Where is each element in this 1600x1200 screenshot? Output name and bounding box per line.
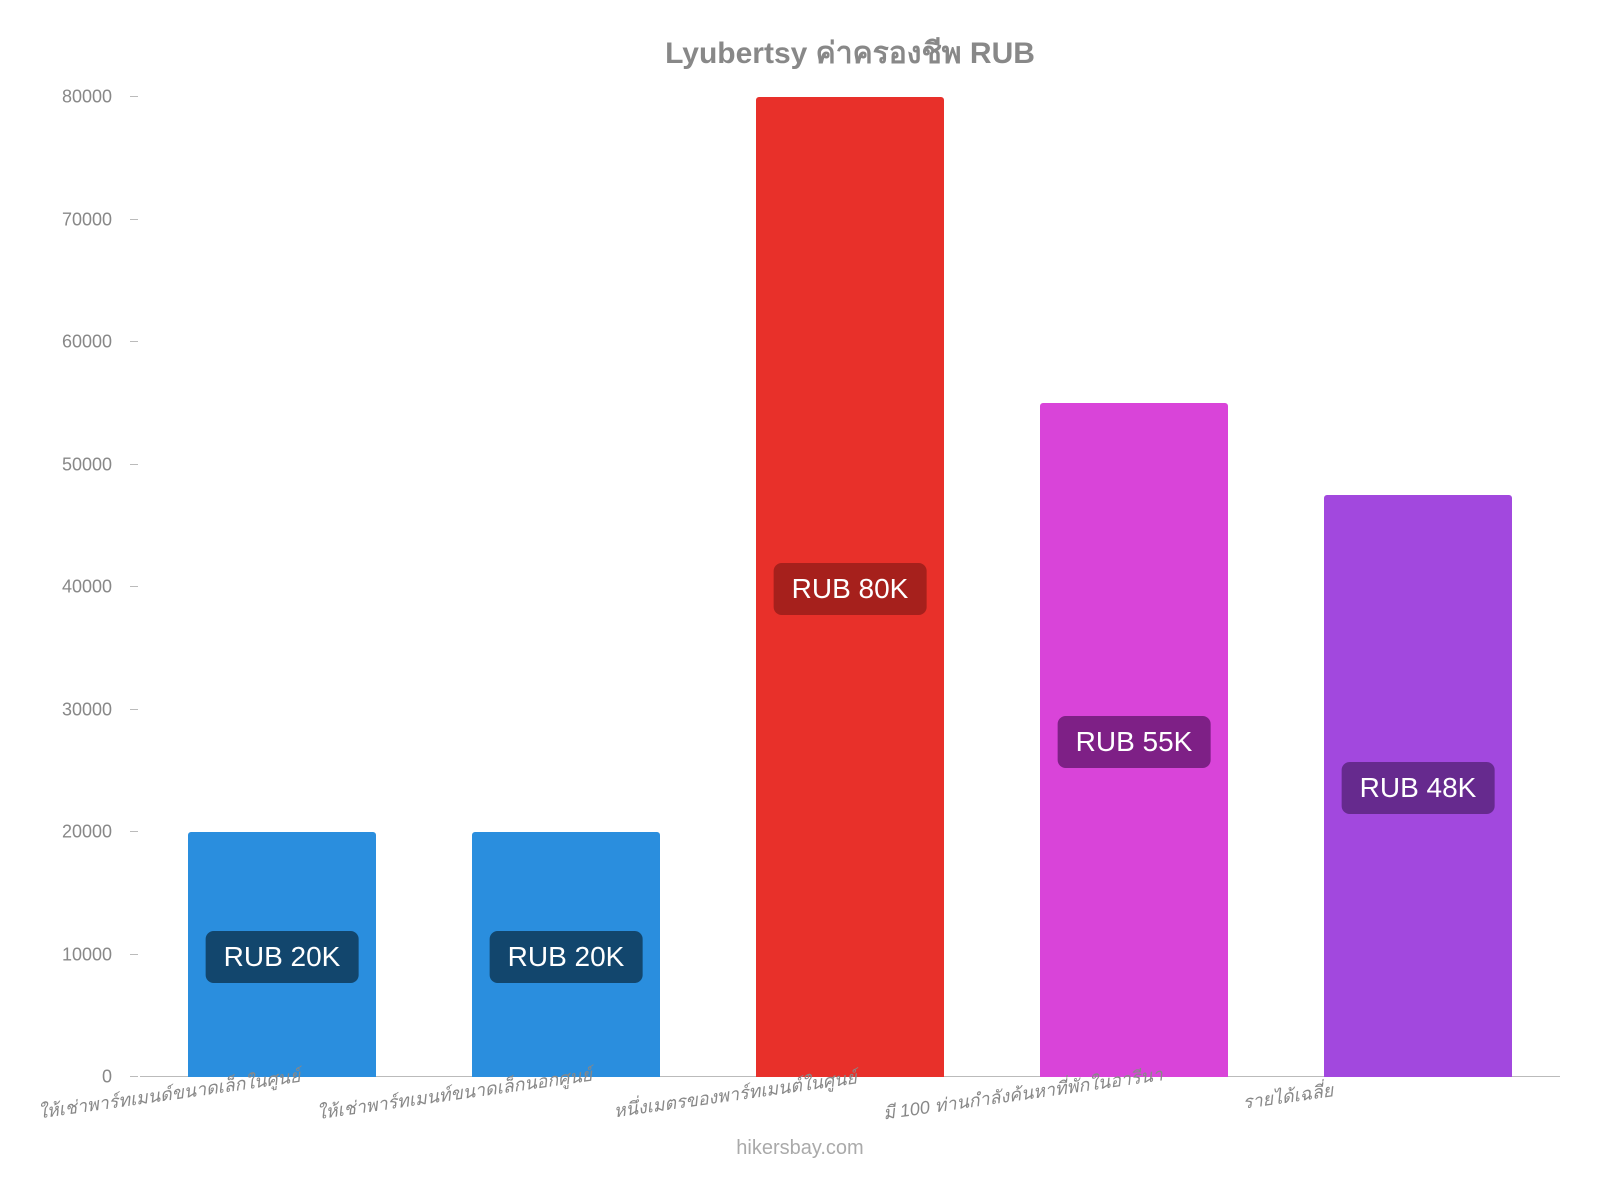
bar: RUB 80K [756,97,943,1077]
bar: RUB 20K [472,832,659,1077]
bar: RUB 55K [1040,403,1227,1077]
y-tick [130,464,138,465]
y-tick-label: 60000 [62,332,112,353]
bar-slot: RUB 20Kให้เช่าพาร์ทเมนด์ขนาดเล็กในศูนย์ [140,97,424,1077]
y-tick-label: 10000 [62,944,112,965]
y-tick [130,219,138,220]
y-tick [130,1076,138,1077]
x-tick-label: รายได้เฉลี่ย [1241,1075,1335,1116]
y-tick-label: 50000 [62,454,112,475]
y-tick [130,831,138,832]
y-tick [130,586,138,587]
attribution-text: hikersbay.com [0,1137,1600,1160]
y-tick [130,709,138,710]
y-tick-label: 80000 [62,87,112,108]
bar: RUB 20K [188,832,375,1077]
y-tick-label: 70000 [62,209,112,230]
y-tick-label: 0 [102,1067,112,1088]
y-tick [130,954,138,955]
bar-slot: RUB 80Kหนึ่งเมตรของพาร์ทเมนต์ในศูนย์ [708,97,992,1077]
bars-group: RUB 20Kให้เช่าพาร์ทเมนด์ขนาดเล็กในศูนย์R… [140,97,1560,1077]
x-tick-label: ให้เช่าพาร์ทเมนด์ขนาดเล็กในศูนย์ [36,1061,302,1127]
bar-slot: RUB 48Kรายได้เฉลี่ย [1276,97,1560,1077]
value-badge: RUB 20K [206,931,359,983]
y-tick-label: 30000 [62,699,112,720]
bar-slot: RUB 20Kให้เช่าพาร์ทเมนท์ขนาดเล็กนอกศูนย์ [424,97,708,1077]
value-badge: RUB 48K [1342,762,1495,814]
y-tick-label: 20000 [62,822,112,843]
plot-area: 0100002000030000400005000060000700008000… [140,97,1560,1077]
value-badge: RUB 55K [1058,716,1211,768]
bar: RUB 48K [1324,495,1511,1077]
y-tick [130,341,138,342]
value-badge: RUB 80K [774,563,927,615]
y-tick-label: 40000 [62,577,112,598]
bar-slot: RUB 55Kมี 100 ท่านกำลังค้นหาที่พักในอารี… [992,97,1276,1077]
value-badge: RUB 20K [490,931,643,983]
chart-container: Lyubertsy ค่าครองชีพ RUB 010000200003000… [0,0,1600,1200]
y-tick [130,96,138,97]
chart-title: Lyubertsy ค่าครองชีพ RUB [140,30,1560,77]
